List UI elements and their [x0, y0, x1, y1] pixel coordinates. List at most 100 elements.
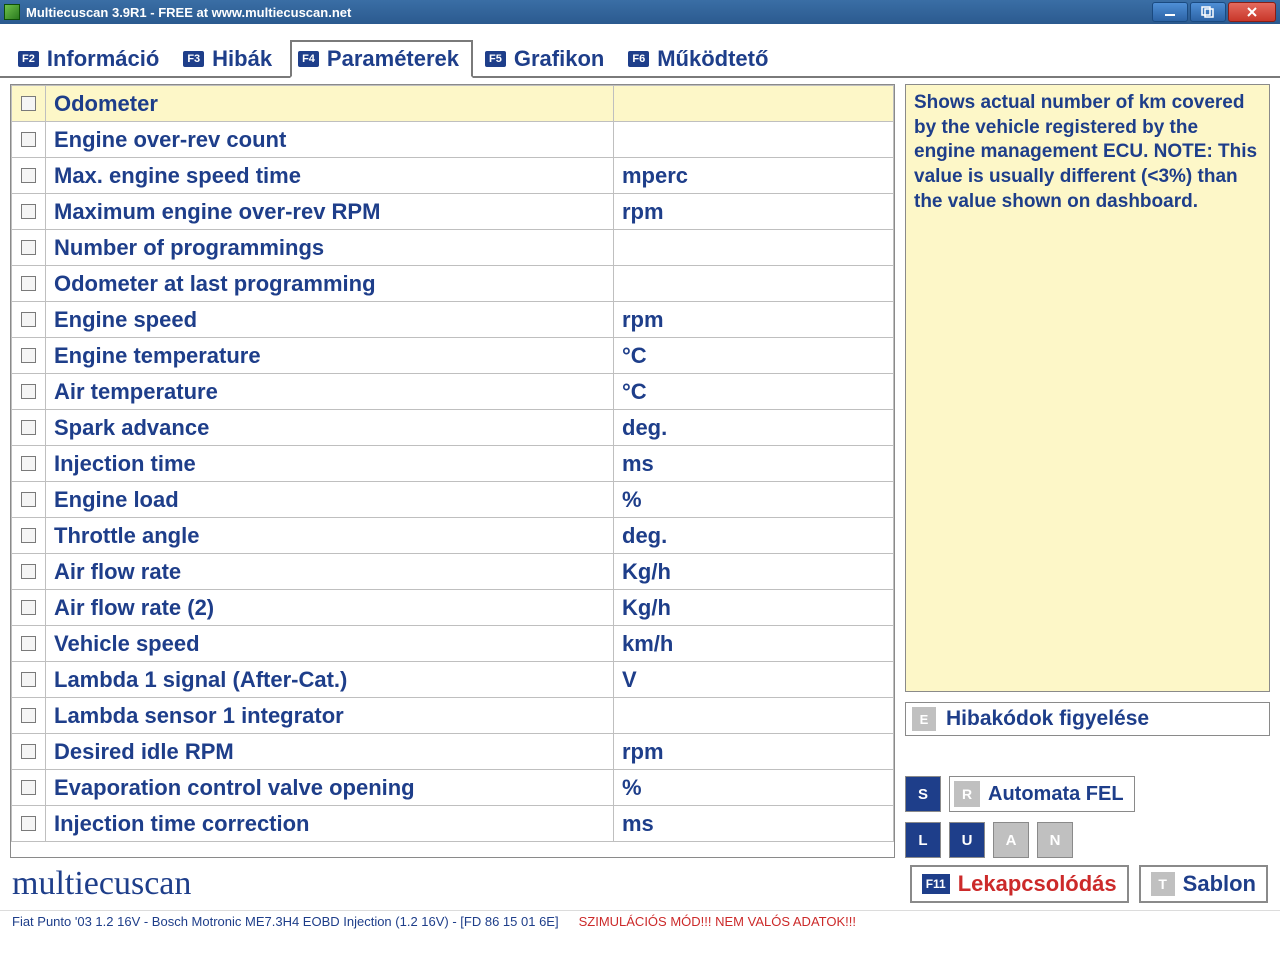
parameter-checkbox-cell[interactable]	[12, 626, 46, 662]
checkbox-icon[interactable]	[21, 816, 36, 831]
brand-logo: multiecuscan	[12, 865, 191, 903]
checkbox-icon[interactable]	[21, 528, 36, 543]
auto-up-button[interactable]: R Automata FEL	[949, 776, 1135, 812]
parameter-row[interactable]: Injection timems	[12, 446, 894, 482]
parameter-row[interactable]: Engine load%	[12, 482, 894, 518]
checkbox-icon[interactable]	[21, 96, 36, 111]
parameter-row[interactable]: Lambda 1 signal (After-Cat.)V	[12, 662, 894, 698]
fkey-badge: F3	[183, 51, 204, 67]
toggle-s-button[interactable]: S	[905, 776, 941, 812]
checkbox-icon[interactable]	[21, 240, 36, 255]
checkbox-icon[interactable]	[21, 672, 36, 687]
parameter-name: Throttle angle	[46, 518, 614, 554]
parameter-name: Evaporation control valve opening	[46, 770, 614, 806]
parameter-unit: ms	[614, 806, 894, 842]
parameter-checkbox-cell[interactable]	[12, 86, 46, 122]
tab-információ[interactable]: F2 Információ	[12, 42, 171, 76]
fkey-badge: F2	[18, 51, 39, 67]
status-strip: Fiat Punto '03 1.2 16V - Bosch Motronic …	[0, 910, 1280, 932]
parameter-checkbox-cell[interactable]	[12, 482, 46, 518]
parameter-row[interactable]: Engine temperature°C	[12, 338, 894, 374]
parameter-name: Engine speed	[46, 302, 614, 338]
parameter-name: Max. engine speed time	[46, 158, 614, 194]
toggle-a-button[interactable]: A	[993, 822, 1029, 858]
parameter-checkbox-cell[interactable]	[12, 590, 46, 626]
parameter-row[interactable]: Odometer	[12, 86, 894, 122]
parameter-row[interactable]: Number of programmings	[12, 230, 894, 266]
tab-label: Hibák	[212, 46, 272, 72]
checkbox-icon[interactable]	[21, 420, 36, 435]
parameter-checkbox-cell[interactable]	[12, 554, 46, 590]
parameter-row[interactable]: Lambda sensor 1 integrator	[12, 698, 894, 734]
parameter-row[interactable]: Air flow rate (2)Kg/h	[12, 590, 894, 626]
parameter-row[interactable]: Max. engine speed timemperc	[12, 158, 894, 194]
ecu-status-text: Fiat Punto '03 1.2 16V - Bosch Motronic …	[12, 914, 559, 929]
parameter-row[interactable]: Spark advancedeg.	[12, 410, 894, 446]
checkbox-icon[interactable]	[21, 456, 36, 471]
fkey-badge: F4	[298, 51, 319, 67]
parameter-checkbox-cell[interactable]	[12, 518, 46, 554]
parameter-checkbox-cell[interactable]	[12, 446, 46, 482]
parameter-row[interactable]: Air temperature°C	[12, 374, 894, 410]
parameter-checkbox-cell[interactable]	[12, 158, 46, 194]
template-label: Sablon	[1183, 871, 1256, 897]
parameter-checkbox-cell[interactable]	[12, 302, 46, 338]
parameter-checkbox-cell[interactable]	[12, 338, 46, 374]
parameter-row[interactable]: Desired idle RPMrpm	[12, 734, 894, 770]
parameter-checkbox-cell[interactable]	[12, 698, 46, 734]
parameter-checkbox-cell[interactable]	[12, 410, 46, 446]
key-badge: F11	[922, 874, 950, 894]
checkbox-icon[interactable]	[21, 636, 36, 651]
checkbox-icon[interactable]	[21, 168, 36, 183]
checkbox-icon[interactable]	[21, 780, 36, 795]
checkbox-icon[interactable]	[21, 276, 36, 291]
toggle-u-button[interactable]: U	[949, 822, 985, 858]
checkbox-icon[interactable]	[21, 384, 36, 399]
parameter-row[interactable]: Maximum engine over-rev RPMrpm	[12, 194, 894, 230]
template-button[interactable]: T Sablon	[1139, 865, 1268, 903]
parameter-row[interactable]: Throttle angledeg.	[12, 518, 894, 554]
parameter-checkbox-cell[interactable]	[12, 662, 46, 698]
checkbox-icon[interactable]	[21, 204, 36, 219]
toggle-l-button[interactable]: L	[905, 822, 941, 858]
checkbox-icon[interactable]	[21, 708, 36, 723]
checkbox-icon[interactable]	[21, 132, 36, 147]
parameter-row[interactable]: Evaporation control valve opening%	[12, 770, 894, 806]
parameter-row[interactable]: Vehicle speedkm/h	[12, 626, 894, 662]
parameter-name: Engine over-rev count	[46, 122, 614, 158]
parameter-checkbox-cell[interactable]	[12, 806, 46, 842]
checkbox-icon[interactable]	[21, 312, 36, 327]
parameter-checkbox-cell[interactable]	[12, 230, 46, 266]
tab-label: Információ	[47, 46, 159, 72]
minimize-button[interactable]	[1152, 2, 1188, 22]
parameter-row[interactable]: Engine over-rev count	[12, 122, 894, 158]
checkbox-icon[interactable]	[21, 744, 36, 759]
parameter-name: Maximum engine over-rev RPM	[46, 194, 614, 230]
parameter-unit	[614, 230, 894, 266]
checkbox-icon[interactable]	[21, 492, 36, 507]
parameter-checkbox-cell[interactable]	[12, 734, 46, 770]
checkbox-icon[interactable]	[21, 600, 36, 615]
parameter-checkbox-cell[interactable]	[12, 770, 46, 806]
parameter-checkbox-cell[interactable]	[12, 374, 46, 410]
tab-grafikon[interactable]: F5Grafikon	[479, 42, 616, 76]
parameter-row[interactable]: Air flow rateKg/h	[12, 554, 894, 590]
disconnect-button[interactable]: F11 Lekapcsolódás	[910, 865, 1129, 903]
window-title: Multiecuscan 3.9R1 - FREE at www.multiec…	[26, 5, 1150, 20]
maximize-button[interactable]	[1190, 2, 1226, 22]
parameter-row[interactable]: Injection time correctionms	[12, 806, 894, 842]
toggle-n-button[interactable]: N	[1037, 822, 1073, 858]
checkbox-icon[interactable]	[21, 348, 36, 363]
checkbox-icon[interactable]	[21, 564, 36, 579]
parameter-checkbox-cell[interactable]	[12, 122, 46, 158]
tab-paraméterek[interactable]: F4Paraméterek	[290, 40, 473, 78]
watch-error-codes-button[interactable]: E Hibakódok figyelése	[905, 702, 1270, 736]
parameter-checkbox-cell[interactable]	[12, 194, 46, 230]
parameter-checkbox-cell[interactable]	[12, 266, 46, 302]
parameter-list-panel[interactable]: OdometerEngine over-rev countMax. engine…	[10, 84, 895, 858]
tab-hibák[interactable]: F3 Hibák	[177, 42, 284, 76]
parameter-row[interactable]: Odometer at last programming	[12, 266, 894, 302]
parameter-row[interactable]: Engine speedrpm	[12, 302, 894, 338]
tab-működtető[interactable]: F6Működtető	[622, 42, 780, 76]
close-button[interactable]	[1228, 2, 1276, 22]
